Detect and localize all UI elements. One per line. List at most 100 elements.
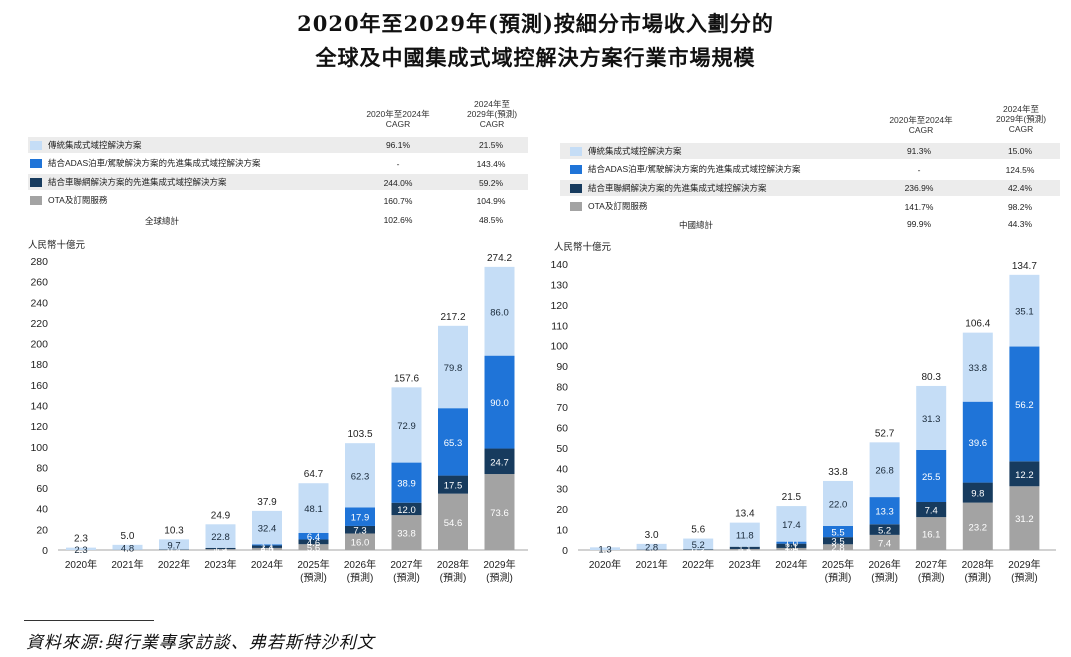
global-ytick-label: 220	[30, 318, 48, 330]
china-bar-ota	[776, 547, 807, 550]
china-bar-connected	[729, 546, 760, 549]
global-bar-label-traditional: 32.4	[258, 524, 277, 535]
source-divider	[24, 620, 154, 621]
china-bar-label-ota: 2.8	[831, 543, 844, 554]
global-ytick-label: 20	[36, 524, 48, 536]
china-cagr2-ota: 98.2%	[1007, 202, 1033, 212]
china-bar-label-ota: 16.1	[922, 530, 941, 541]
global-bar-traditional	[159, 539, 189, 550]
global-bar-label-connected: 4.6	[307, 538, 320, 549]
china-bar-total: 33.8	[828, 467, 848, 478]
chart-title-line1: 2020年至2029年(預測)按細分市場收入劃分的	[297, 11, 774, 36]
china-bar-adas	[823, 525, 853, 538]
china-bar-label-ota: 23.2	[969, 522, 988, 533]
global-bar-traditional	[438, 325, 468, 409]
china-bar-label-connected: 5.2	[878, 526, 891, 537]
global-cagr-header-2: 2024年至 2029年(預測) CAGR	[466, 99, 518, 129]
china-bar-traditional	[776, 506, 807, 542]
china-bar-ota	[916, 517, 947, 550]
global-bar-label-traditional: 9.7	[167, 540, 180, 551]
global-cagr2-ota: 104.9%	[476, 196, 506, 206]
global-bar-total: 217.2	[440, 312, 465, 323]
china-bar-connected	[1009, 461, 1040, 487]
global-bar-label-ota: 5.6	[307, 543, 320, 554]
global-ytick-label: 100	[30, 442, 48, 454]
global-category-label: 2022年	[158, 558, 190, 571]
china-ytick-label: 120	[550, 300, 568, 312]
global-bar-label-traditional: 4.8	[121, 543, 134, 554]
global-legend-item-connected: 結合車聯網解決方案的先進集成式域控解決方案	[30, 174, 227, 190]
global-cagr2-adas: 143.4%	[476, 159, 506, 169]
global-bar-ota	[205, 549, 236, 550]
china-bar-total: 80.3	[921, 372, 941, 383]
china-total-cagr2: 44.3%	[1007, 219, 1033, 229]
global-category-label: (預測)	[393, 571, 420, 584]
china-bar-label-connected: 1.1	[738, 544, 751, 555]
legend-label: 傳統集成式域控解決方案	[588, 146, 682, 156]
china-bar-total: 134.7	[1012, 261, 1037, 272]
china-bar-label-traditional: 2.8	[645, 543, 658, 554]
global-bar-traditional	[484, 266, 515, 356]
legend-swatch	[570, 201, 582, 211]
china-bar-label-connected: 9.8	[971, 489, 984, 500]
global-market-chart: 0 20 40 60 80 100 120 140 160 180 200 220 240 260 280 2…	[30, 253, 528, 584]
global-bar-total: 24.9	[211, 510, 231, 521]
global-bar-label-traditional: 48.1	[304, 504, 323, 515]
china-ytick-label: 0	[562, 545, 568, 557]
global-bar-label-ota: 0.2	[167, 546, 180, 557]
global-total-label: 全球總計	[145, 216, 180, 226]
china-bar-connected	[962, 482, 993, 503]
china-bar-label-adas: 13.3	[875, 507, 894, 518]
china-bar-ota	[962, 502, 993, 550]
china-bar-label-connected: 3.5	[831, 537, 844, 548]
global-bar-adas	[298, 532, 329, 540]
china-bar-label-ota: 0.5	[738, 545, 751, 556]
global-cagr1-connected: 244.0%	[383, 178, 413, 188]
china-legend-item-ota: OTA及訂閱服務	[570, 198, 647, 214]
global-bar-label-traditional: 62.3	[351, 471, 370, 482]
global-bar-ota	[484, 474, 515, 550]
china-panel: 2020年至2024年 CAGR 2024年至 2029年(預測) CAGR 傳…	[536, 95, 1071, 595]
china-ytick-label: 30	[556, 484, 568, 496]
china-category-label: 2022年	[682, 558, 714, 571]
china-bar-total: 5.6	[691, 525, 705, 536]
china-category-label: 2025年	[822, 558, 854, 571]
china-bar-label-connected: 2.1	[785, 542, 798, 553]
china-bar-total: 13.4	[735, 509, 755, 520]
china-row-shade-0	[560, 143, 1060, 159]
china-row-shade-2	[560, 180, 1060, 196]
global-bar-label-connected: 1.2	[214, 544, 227, 555]
global-cagr1-traditional: 96.1%	[385, 140, 411, 150]
global-cagr1-ota: 160.7%	[383, 196, 413, 206]
global-bar-traditional	[391, 387, 422, 463]
china-cagr2-adas: 124.5%	[1005, 165, 1035, 175]
global-ytick-label: 160	[30, 380, 48, 392]
global-legend-item-adas: 結合ADAS泊車/駕駛解決方案的先進集成式域控解決方案	[30, 155, 261, 171]
global-bar-ota	[345, 533, 375, 550]
china-market-chart: 0 10 20 30 40 50 60 70 80 90 100 110 120 130 140 1.3 202…	[550, 259, 1056, 584]
china-bar-label-adas: 5.5	[831, 528, 844, 539]
china-bar-connected	[916, 501, 947, 518]
china-category-label: (預測)	[1011, 571, 1038, 584]
global-bar-adas	[438, 408, 468, 476]
legend-swatch	[570, 164, 582, 174]
china-bar-label-adas: 1.0	[785, 539, 798, 550]
china-category-label: (預測)	[871, 571, 898, 584]
global-bar-label-adas: 17.9	[351, 513, 370, 524]
global-bar-total: 37.9	[257, 497, 277, 508]
global-category-label: 2028年	[437, 558, 469, 571]
china-ytick-label: 80	[556, 382, 568, 394]
china-bar-label-connected: 12.2	[1015, 470, 1034, 481]
legend-label: 結合車聯網解決方案的先進集成式域控解決方案	[588, 183, 767, 193]
china-cagr2-traditional: 15.0%	[1007, 146, 1033, 156]
global-bar-label-connected: 0.4	[167, 546, 180, 557]
china-bar-label-ota: 0.1	[645, 546, 658, 557]
global-category-label: (預測)	[300, 571, 327, 584]
china-legend-item-connected: 結合車聯網解決方案的先進集成式域控解決方案	[570, 180, 767, 196]
global-category-label: 2029年	[483, 558, 515, 571]
global-bar-adas	[391, 462, 422, 503]
global-bar-label-ota: 0.1	[121, 546, 134, 557]
global-bar-adas	[484, 355, 515, 449]
china-category-label: 2029年	[1008, 558, 1040, 571]
global-bar-connected	[391, 502, 422, 516]
